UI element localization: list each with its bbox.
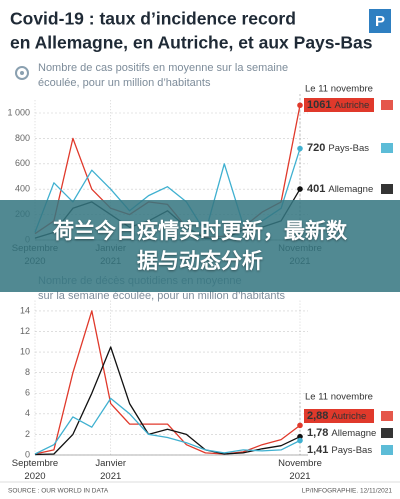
y-tick-label: 0 <box>25 449 30 459</box>
credit: LP/INFOGRAPHIE. 12/11/2021 <box>302 488 393 495</box>
flag <box>381 143 393 153</box>
annotation: Le 11 novembre <box>305 392 373 403</box>
x-tick-label: Septembre 2020 <box>12 458 58 482</box>
y-tick-label: 4 <box>25 408 30 418</box>
banner: 荷兰今日疫情实时更新，最新数据与动态分析 <box>0 200 400 292</box>
y-tick-label: 2 <box>25 429 30 439</box>
x-tick-label: Janvier 2021 <box>95 458 126 482</box>
label-bg <box>304 98 374 112</box>
end-dot <box>297 102 303 109</box>
end-name: Allemagne <box>328 184 373 195</box>
flag <box>381 428 393 438</box>
label-bg <box>304 409 374 423</box>
line <box>34 310 301 455</box>
end-value: 1,78 <box>307 427 328 439</box>
end-name: Autriche <box>331 411 366 422</box>
end-value: 401 <box>307 183 325 195</box>
end-dot <box>297 422 303 429</box>
x-tick-line: Septembre <box>12 458 58 469</box>
x-tick-line: Janvier <box>95 458 126 469</box>
y-tick-label: 6 <box>25 388 30 398</box>
end-value: 720 <box>307 142 325 154</box>
y-tick-label: 12 <box>20 326 30 336</box>
end-label: 1061 Autriche <box>307 99 369 111</box>
subtitle: écoulée, pour un million d’habitants <box>38 77 211 89</box>
end-value: 1061 <box>307 99 331 111</box>
end-dot <box>297 437 303 444</box>
annotation: Le 11 novembre <box>305 84 373 95</box>
end-name: Allemagne <box>331 428 376 439</box>
end-label: 720 Pays-Bas <box>307 142 369 154</box>
x-tick-line: 2021 <box>289 471 310 482</box>
flag <box>381 411 393 421</box>
logo: P <box>375 13 385 30</box>
end-label: 1,78 Allemagne <box>307 427 376 439</box>
source: SOURCE : OUR WORLD IN DATA <box>8 488 109 495</box>
end-dot <box>297 186 303 192</box>
title-line: Covid-19 : taux d’incidence record <box>10 9 296 29</box>
banner-text: 荷兰今日疫情实时更新，最新数据与动态分析 <box>53 219 347 273</box>
x-tick-line: 2021 <box>100 471 121 482</box>
y-tick-label: 8 <box>25 367 30 377</box>
subtitle: Nombre de cas positifs en moyenne sur la… <box>38 62 288 74</box>
subtitle: sur la semaine écoulée, pour un million … <box>38 290 286 302</box>
end-value: 2,88 <box>307 410 328 422</box>
virus-icon <box>15 66 29 80</box>
end-label: 1,41 Pays-Bas <box>307 444 372 456</box>
y-tick-label: 600 <box>15 158 30 168</box>
flag <box>381 184 393 194</box>
logo-box <box>369 9 391 33</box>
end-name: Pays-Bas <box>328 143 369 154</box>
y-tick-label: 800 <box>15 133 30 143</box>
flag <box>381 100 393 110</box>
end-name: Pays-Bas <box>331 445 372 456</box>
flag <box>381 445 393 455</box>
x-tick-label: Novembre 2021 <box>278 458 322 482</box>
y-tick-label: 14 <box>20 305 30 315</box>
line <box>34 346 301 456</box>
end-label: 2,88 Autriche <box>307 410 366 422</box>
title-line: en Allemagne, en Autriche, et aux Pays-B… <box>10 33 373 53</box>
y-tick-label: 400 <box>15 184 30 194</box>
end-value: 1,41 <box>307 444 328 456</box>
end-label: 401 Allemagne <box>307 183 373 195</box>
y-tick-label: 1 000 <box>7 107 30 117</box>
end-dot <box>297 145 303 152</box>
y-tick-label: 10 <box>20 346 30 356</box>
x-tick-line: 2020 <box>24 471 45 482</box>
x-tick-line: Novembre <box>278 458 322 469</box>
end-name: Autriche <box>334 100 369 111</box>
line <box>34 397 301 455</box>
